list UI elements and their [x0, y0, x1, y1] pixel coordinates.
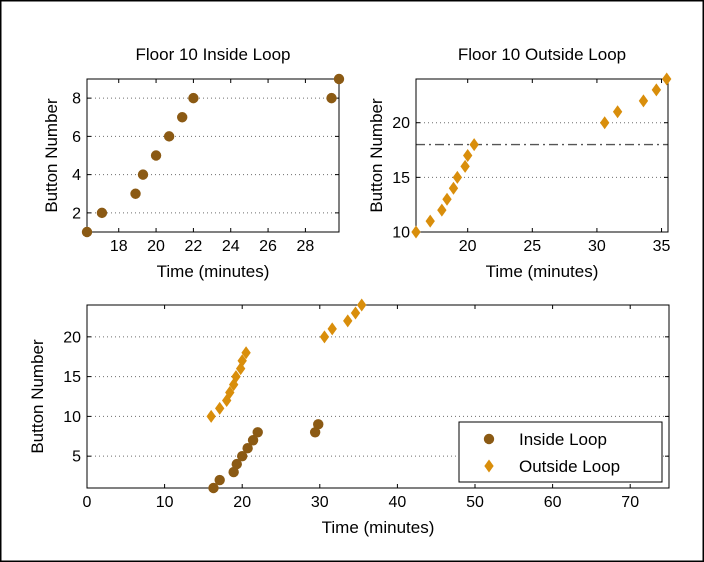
- data-point-outside: [638, 94, 649, 108]
- data-point-outside: [350, 306, 361, 320]
- y-tick-label: 15: [63, 369, 81, 386]
- x-tick-label: 20: [459, 238, 477, 255]
- data-point-outside: [437, 203, 447, 217]
- data-point-inside: [242, 443, 253, 454]
- chart-title: Floor 10 Inside Loop: [136, 45, 291, 64]
- y-tick-label: 15: [392, 170, 410, 187]
- data-point-inside: [96, 207, 108, 219]
- x-tick-label: 22: [185, 238, 203, 255]
- data-point-inside: [81, 226, 93, 238]
- legend-marker-inside: [483, 433, 495, 445]
- data-point-inside: [177, 112, 188, 123]
- axes-box: [86, 304, 670, 489]
- y-tick-label: 10: [63, 409, 81, 426]
- legend-label-inside: Inside Loop: [519, 430, 607, 449]
- data-point-inside: [309, 427, 321, 438]
- legend-marker-outside: [484, 459, 494, 473]
- x-tick-label: 24: [222, 238, 240, 255]
- data-point-inside: [163, 131, 175, 142]
- x-axis-label: Time (minutes): [322, 518, 435, 537]
- data-point-outside: [222, 393, 232, 407]
- data-point-outside: [448, 181, 459, 195]
- legend-label-outside: Outside Loop: [519, 457, 620, 476]
- y-axis-label: Button Number: [28, 339, 47, 454]
- axes-box: [415, 78, 669, 233]
- data-point-outside: [469, 138, 479, 152]
- x-tick-label: 26: [259, 238, 277, 255]
- data-point-outside: [662, 72, 672, 86]
- data-point-inside: [252, 427, 263, 438]
- data-point-outside: [206, 409, 216, 423]
- x-tick-label: 50: [466, 494, 484, 511]
- data-point-outside: [231, 370, 241, 384]
- x-tick-label: 60: [544, 494, 562, 511]
- y-tick-label: 8: [72, 91, 81, 108]
- data-point-outside: [442, 192, 452, 206]
- x-tick-label: 70: [621, 494, 639, 511]
- data-point-outside: [411, 225, 421, 239]
- x-tick-label: 20: [233, 494, 251, 511]
- data-point-outside: [215, 401, 225, 415]
- data-point-outside: [463, 149, 473, 162]
- x-tick-label: 0: [83, 494, 92, 511]
- data-point-inside: [313, 419, 324, 430]
- data-point-outside: [235, 362, 246, 376]
- chart-title: Floor 10 Outside Loop: [458, 45, 626, 64]
- data-point-inside: [188, 92, 199, 104]
- y-tick-label: 10: [392, 225, 410, 242]
- y-axis-label: Button Number: [42, 98, 61, 213]
- x-tick-label: 25: [523, 238, 541, 255]
- x-tick-label: 30: [588, 238, 606, 255]
- data-point-outside: [425, 214, 435, 228]
- data-point-inside: [130, 188, 141, 199]
- data-point-outside: [612, 105, 623, 119]
- y-tick-label: 2: [72, 205, 81, 222]
- x-tick-label: 28: [297, 238, 315, 255]
- data-point-outside: [357, 298, 367, 312]
- axes-box: [86, 78, 340, 233]
- x-tick-label: 30: [311, 494, 329, 511]
- data-point-inside: [228, 466, 239, 478]
- data-point-outside: [237, 354, 247, 368]
- x-tick-label: 18: [110, 238, 128, 255]
- data-point-outside: [241, 346, 251, 360]
- data-point-inside: [214, 474, 225, 486]
- data-point-inside: [333, 73, 345, 85]
- data-point-inside: [208, 482, 219, 494]
- legend: Inside Loop Outside Loop: [458, 421, 663, 483]
- data-point-outside: [343, 314, 353, 328]
- legend-box: [458, 421, 663, 483]
- x-axis-label: Time (minutes): [486, 262, 599, 281]
- y-tick-label: 4: [72, 167, 81, 184]
- y-axis-label: Button Number: [367, 98, 386, 213]
- x-tick-label: 20: [147, 238, 165, 255]
- y-tick-label: 20: [63, 329, 81, 346]
- y-tick-label: 5: [72, 449, 81, 466]
- data-point-outside: [225, 386, 235, 400]
- data-point-inside: [326, 92, 337, 104]
- x-tick-label: 10: [156, 494, 174, 511]
- y-tick-label: 20: [392, 115, 410, 132]
- data-point-inside: [231, 458, 242, 470]
- x-axis-label: Time (minutes): [157, 262, 270, 281]
- data-point-outside: [599, 116, 610, 130]
- data-point-outside: [460, 159, 470, 173]
- x-tick-label: 40: [389, 494, 407, 511]
- chart-bottom: 0 10 20 30 40 50 60 70 5 10 15 20 Time (minutes) Butt…: [28, 298, 670, 537]
- data-point-inside: [237, 450, 248, 462]
- data-point-outside: [319, 330, 330, 344]
- y-tick-label: 6: [72, 129, 81, 146]
- data-point-inside: [137, 169, 149, 180]
- data-point-outside: [327, 322, 337, 336]
- data-point-outside: [452, 170, 463, 184]
- data-point-outside: [651, 83, 662, 97]
- data-point-inside: [150, 150, 162, 161]
- data-point-inside: [247, 435, 259, 446]
- chart-top-right: 20 25 30 35 10 15 20 Floor 10 Outside Loop Time …: [367, 45, 672, 281]
- x-tick-label: 35: [653, 238, 671, 255]
